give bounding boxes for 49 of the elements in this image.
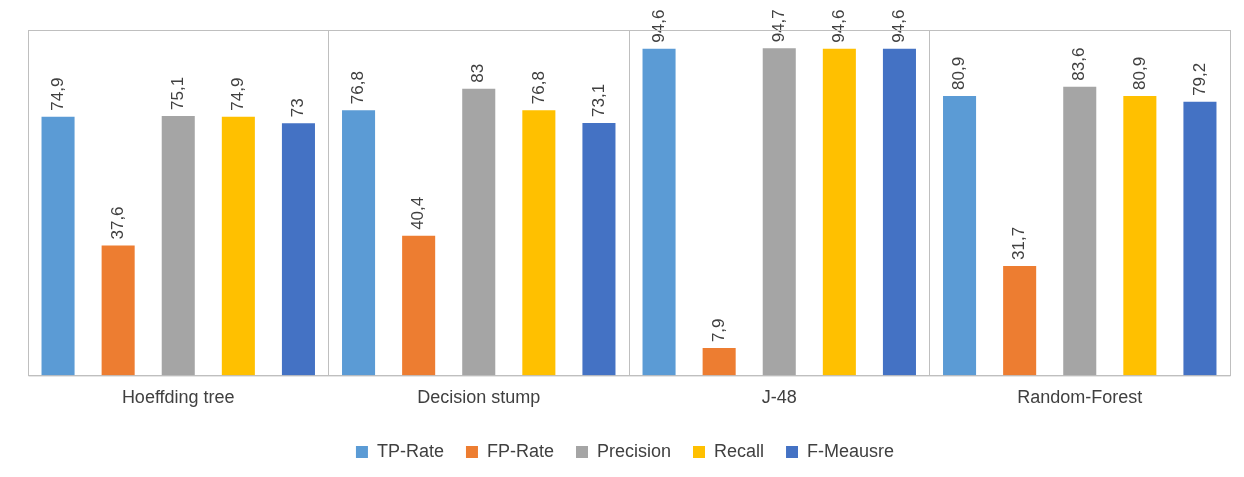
- data-label: 73: [288, 98, 308, 118]
- data-label: 94,6: [889, 9, 909, 43]
- bar: [462, 88, 496, 376]
- bar: [943, 95, 977, 376]
- legend-label: Recall: [714, 440, 765, 461]
- legend-label: TP-Rate: [376, 440, 444, 461]
- bar: [221, 116, 255, 376]
- data-label: 80,9: [949, 56, 969, 90]
- bar: [342, 110, 376, 376]
- legend-label: F-Meausre: [807, 440, 895, 461]
- data-label: 73,1: [588, 83, 608, 117]
- data-label: 40,4: [408, 196, 428, 230]
- data-label: 83,6: [1069, 47, 1089, 81]
- bar: [1003, 265, 1037, 376]
- bar: [1123, 95, 1157, 376]
- bar: [702, 348, 736, 376]
- data-label: 94,6: [648, 9, 668, 43]
- bar: [41, 116, 75, 376]
- bar: [161, 116, 195, 376]
- data-label: 7,9: [708, 318, 728, 343]
- legend-label: FP-Rate: [486, 440, 554, 461]
- bar: [522, 110, 556, 376]
- data-label: 37,6: [107, 206, 127, 240]
- x-tick-label: Random-Forest: [1017, 387, 1143, 408]
- data-label: 79,2: [1189, 62, 1209, 96]
- data-label: 74,9: [47, 77, 67, 111]
- data-label: 83: [468, 63, 488, 83]
- data-label: 80,9: [1129, 56, 1149, 90]
- bar: [582, 122, 616, 376]
- bar: [1183, 101, 1217, 376]
- bar: [1063, 86, 1097, 376]
- bar: [281, 123, 315, 376]
- x-tick-label: Hoeffding tree: [121, 387, 235, 408]
- data-label: 75,1: [167, 76, 187, 110]
- x-tick-label: Decision stump: [417, 387, 541, 408]
- data-label: 76,8: [348, 71, 368, 105]
- bar: [882, 48, 916, 376]
- x-tick-label: J-48: [761, 387, 797, 408]
- data-label: 76,8: [528, 71, 548, 105]
- bar: [402, 235, 436, 376]
- bar: [762, 48, 796, 376]
- data-label: 94,6: [829, 9, 849, 43]
- data-label: 94,7: [768, 9, 788, 43]
- bar: [101, 245, 135, 376]
- legend-label: Precision: [596, 440, 672, 461]
- bar: [642, 48, 676, 376]
- data-label: 31,7: [1009, 226, 1029, 260]
- data-label: 74,9: [228, 77, 248, 111]
- bar: [822, 48, 856, 376]
